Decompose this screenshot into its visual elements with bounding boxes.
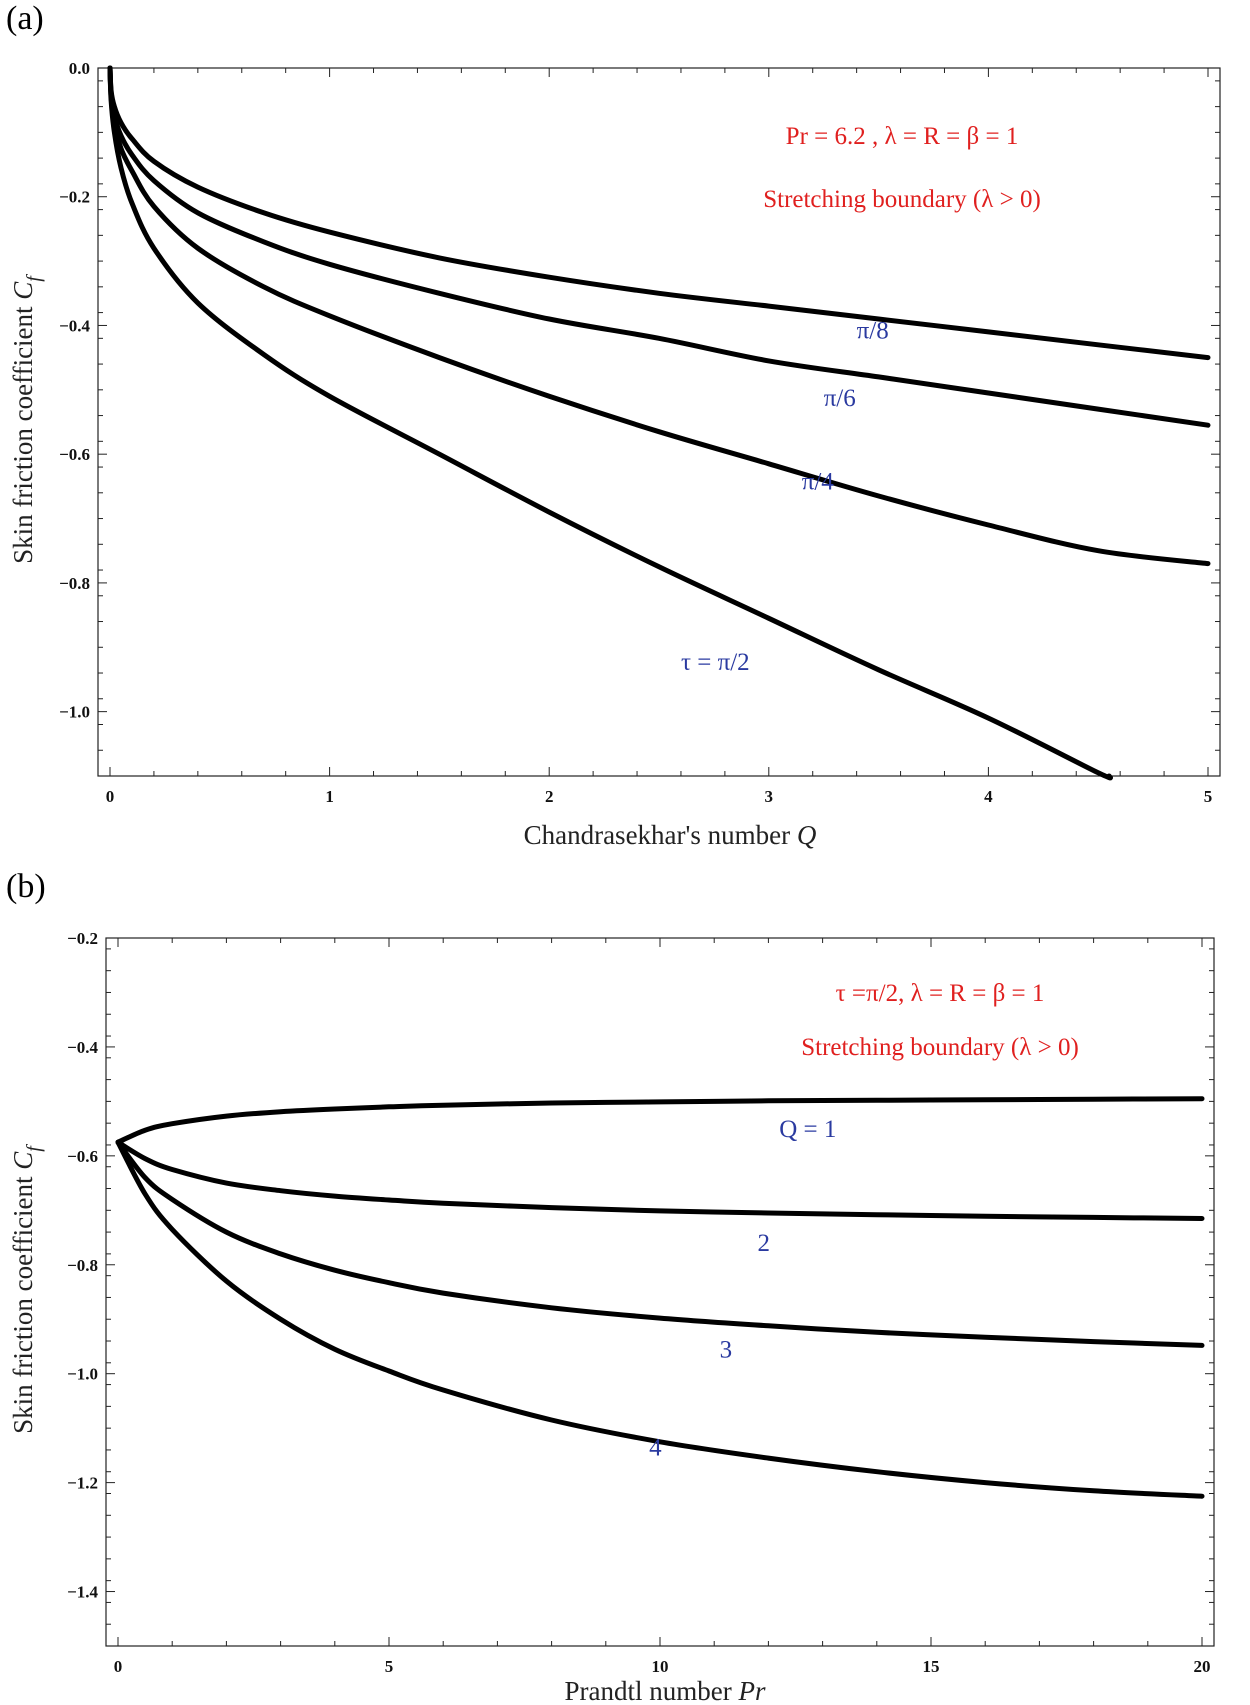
y-tick-label-b: −0.2 (67, 929, 98, 948)
curve-labels-b: Q = 1 2 3 4 (649, 1116, 836, 1462)
x-tick-label-a: 1 (325, 787, 334, 806)
y-axis-label-a: Skin friction coefficient Cf (8, 274, 45, 564)
y-tick-label-b: −0.4 (67, 1038, 98, 1057)
series-label-a-3: π/4 (802, 469, 835, 496)
x-tick-label-a: 0 (106, 787, 115, 806)
panel-a-chart: 0 1 2 3 4 5 0.0 −0.2 −0.4 −0.6 −0.8 −1.0 π/8 π/6 π/4 τ… (8, 59, 1221, 850)
y-tick-label-a: −0.6 (59, 445, 90, 464)
series-line-b-2 (115, 1139, 1205, 1221)
x-tick-label-a: 2 (545, 787, 554, 806)
y-tick-label-b: −1.4 (67, 1583, 98, 1602)
x-tick-label-b: 5 (385, 1657, 394, 1676)
panel-a-letter: (a) (6, 0, 44, 37)
x-tick-label-b: 0 (114, 1657, 123, 1676)
series-line-a-1 (107, 65, 1211, 361)
x-tick-label-a: 5 (1204, 787, 1213, 806)
y-tick-label-b: −0.6 (67, 1147, 98, 1166)
curves-b (115, 1096, 1205, 1499)
x-tick-label-a: 4 (984, 787, 993, 806)
y-tick-label-b: −1.2 (67, 1474, 98, 1493)
series-label-b-2: 2 (758, 1230, 771, 1257)
plot-frame-a (97, 67, 1221, 777)
curve-labels-a: π/8 π/6 π/4 τ = π/2 (681, 317, 889, 675)
annotation-a-line1: Pr = 6.2 , λ = R = β = 1 (786, 123, 1019, 150)
x-axis-label-b: Prandtl number Pr (565, 1676, 766, 1705)
y-tick-label-a: −0.2 (59, 188, 90, 207)
annotation-b-line2: Stretching boundary (λ > 0) (801, 1034, 1079, 1061)
x-tick-label-b: 10 (652, 1657, 669, 1676)
series-label-b-4: 4 (649, 1434, 662, 1461)
ticks-b: 0 5 10 15 20 −0.2 −0.4 −0.6 −0.8 −1.0 −1.2 −1.4 (67, 929, 1214, 1676)
annotation-b-line1: τ =π/2, λ = R = β = 1 (836, 980, 1045, 1007)
series-line-a-4 (107, 65, 1114, 781)
series-line-a-2 (107, 65, 1211, 428)
y-axis-label-b: Skin friction coefficient Cf (8, 1144, 45, 1434)
x-tick-label-a: 3 (765, 787, 774, 806)
series-label-a-2: π/6 (824, 385, 856, 412)
ticks-a: 0 1 2 3 4 5 0.0 −0.2 −0.4 −0.6 −0.8 −1.0 (59, 59, 1220, 806)
series-line-b-1 (115, 1096, 1205, 1145)
panel-b-letter: (b) (6, 868, 46, 905)
series-label-b-1: Q = 1 (779, 1116, 836, 1143)
series-line-b-4 (115, 1139, 1205, 1499)
x-tick-label-b: 20 (1194, 1657, 1211, 1676)
series-line-b-3 (115, 1139, 1205, 1348)
y-tick-label-a: −0.8 (59, 574, 90, 593)
x-axis-label-a: Chandrasekhar's number Q (524, 820, 817, 850)
y-tick-label-b: −1.0 (67, 1365, 98, 1384)
series-label-a-1: π/8 (857, 317, 889, 344)
series-label-b-3: 3 (720, 1336, 733, 1363)
curves-a (107, 65, 1211, 781)
panel-b-chart: 0 5 10 15 20 −0.2 −0.4 −0.6 −0.8 −1.0 −1.2 −1.4 Q =… (8, 929, 1215, 1705)
y-tick-label-a: 0.0 (69, 59, 90, 78)
annotation-a-line2: Stretching boundary (λ > 0) (763, 186, 1041, 213)
series-line-a-3 (107, 65, 1211, 567)
x-tick-label-b: 15 (923, 1657, 940, 1676)
y-tick-label-a: −0.4 (59, 316, 90, 335)
y-tick-label-a: −1.0 (59, 703, 90, 722)
y-tick-label-b: −0.8 (67, 1256, 98, 1275)
series-label-a-4: τ = π/2 (681, 649, 750, 676)
